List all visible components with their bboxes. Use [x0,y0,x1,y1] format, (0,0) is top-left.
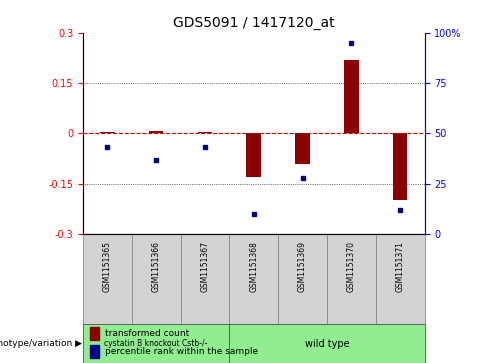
Bar [376,234,425,323]
Title: GDS5091 / 1417120_at: GDS5091 / 1417120_at [173,16,335,30]
Bar [149,131,163,133]
Bar [90,345,99,358]
Bar [181,234,229,323]
Bar [90,327,99,340]
Bar [393,133,407,200]
Text: GSM1151369: GSM1151369 [298,241,307,292]
Text: GSM1151371: GSM1151371 [396,241,405,292]
Bar [229,234,278,323]
Text: GSM1151365: GSM1151365 [103,241,112,292]
Text: cystatin B knockout Cstb-/-: cystatin B knockout Cstb-/- [104,339,208,348]
Text: GSM1151370: GSM1151370 [347,241,356,292]
Bar [246,133,261,177]
Text: genotype/variation ▶: genotype/variation ▶ [0,339,82,348]
Text: wild type: wild type [305,339,349,349]
Bar [327,234,376,323]
Bar [198,132,212,133]
Bar [132,234,181,323]
Bar [100,132,115,133]
Bar [229,323,425,363]
Bar [83,323,229,363]
Text: GSM1151368: GSM1151368 [249,241,258,292]
Bar [83,234,132,323]
Text: percentile rank within the sample: percentile rank within the sample [105,347,258,356]
Bar [344,60,359,133]
Bar [278,234,327,323]
Bar [295,133,310,164]
Text: transformed count: transformed count [105,329,189,338]
Text: GSM1151366: GSM1151366 [152,241,161,292]
Text: GSM1151367: GSM1151367 [201,241,209,292]
